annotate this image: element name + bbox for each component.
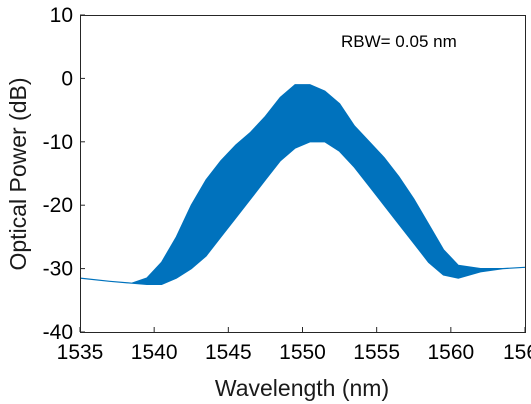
y-tick-label: 0	[61, 67, 73, 90]
y-axis-label: Optical Power (dB)	[5, 77, 31, 270]
y-tick-label: -20	[43, 194, 73, 217]
y-tick-label: 10	[50, 4, 73, 27]
y-tick-label: -30	[43, 258, 73, 281]
x-tick-label: 1540	[131, 341, 178, 364]
x-axis-label: Wavelength (nm)	[215, 375, 389, 401]
y-tick-label: -40	[43, 321, 73, 344]
x-tick-label: 1560	[427, 341, 474, 364]
plot-frame	[80, 15, 526, 333]
x-tick-label: 1565	[503, 341, 531, 364]
x-tick-label: 1550	[279, 341, 326, 364]
rbw-annotation: RBW= 0.05 nm	[341, 32, 457, 51]
x-tick-label: 1535	[57, 341, 104, 364]
x-tick-label: 1545	[205, 341, 252, 364]
plot-area	[79, 84, 526, 285]
y-tick-label: -10	[43, 131, 73, 154]
spectrum-envelope-0	[79, 84, 526, 285]
y-axis: 10 0 -10 -20 -30 -40	[43, 4, 85, 344]
x-axis: 1535 1540 1545 1550 1555 1560 1565	[57, 327, 531, 364]
x-tick-label: 1555	[353, 341, 400, 364]
